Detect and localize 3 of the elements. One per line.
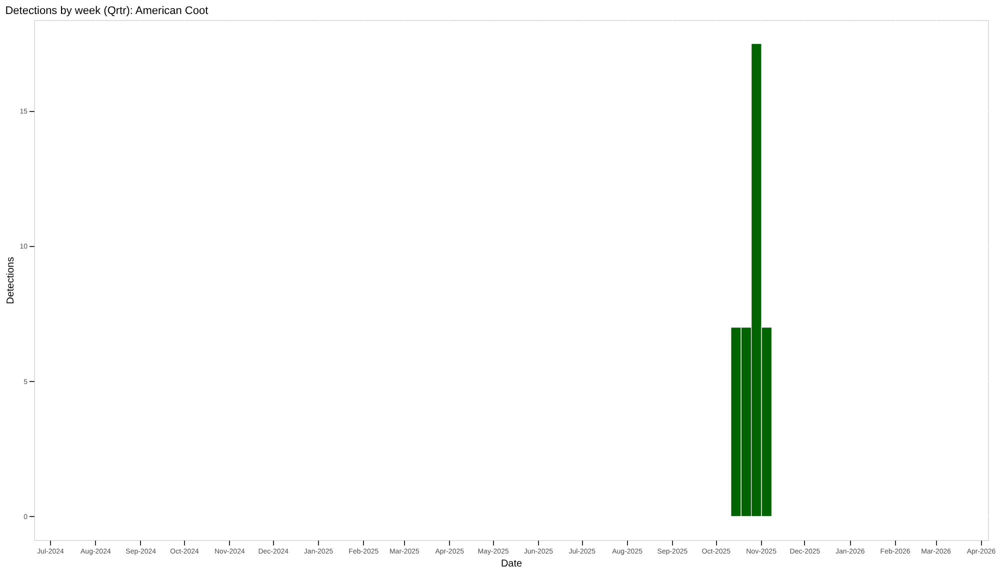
- chart-title: Detections by week (Qrtr): American Coot: [5, 5, 208, 17]
- y-axis-title: Detections: [6, 256, 17, 304]
- x-axis-title: Date: [500, 558, 522, 570]
